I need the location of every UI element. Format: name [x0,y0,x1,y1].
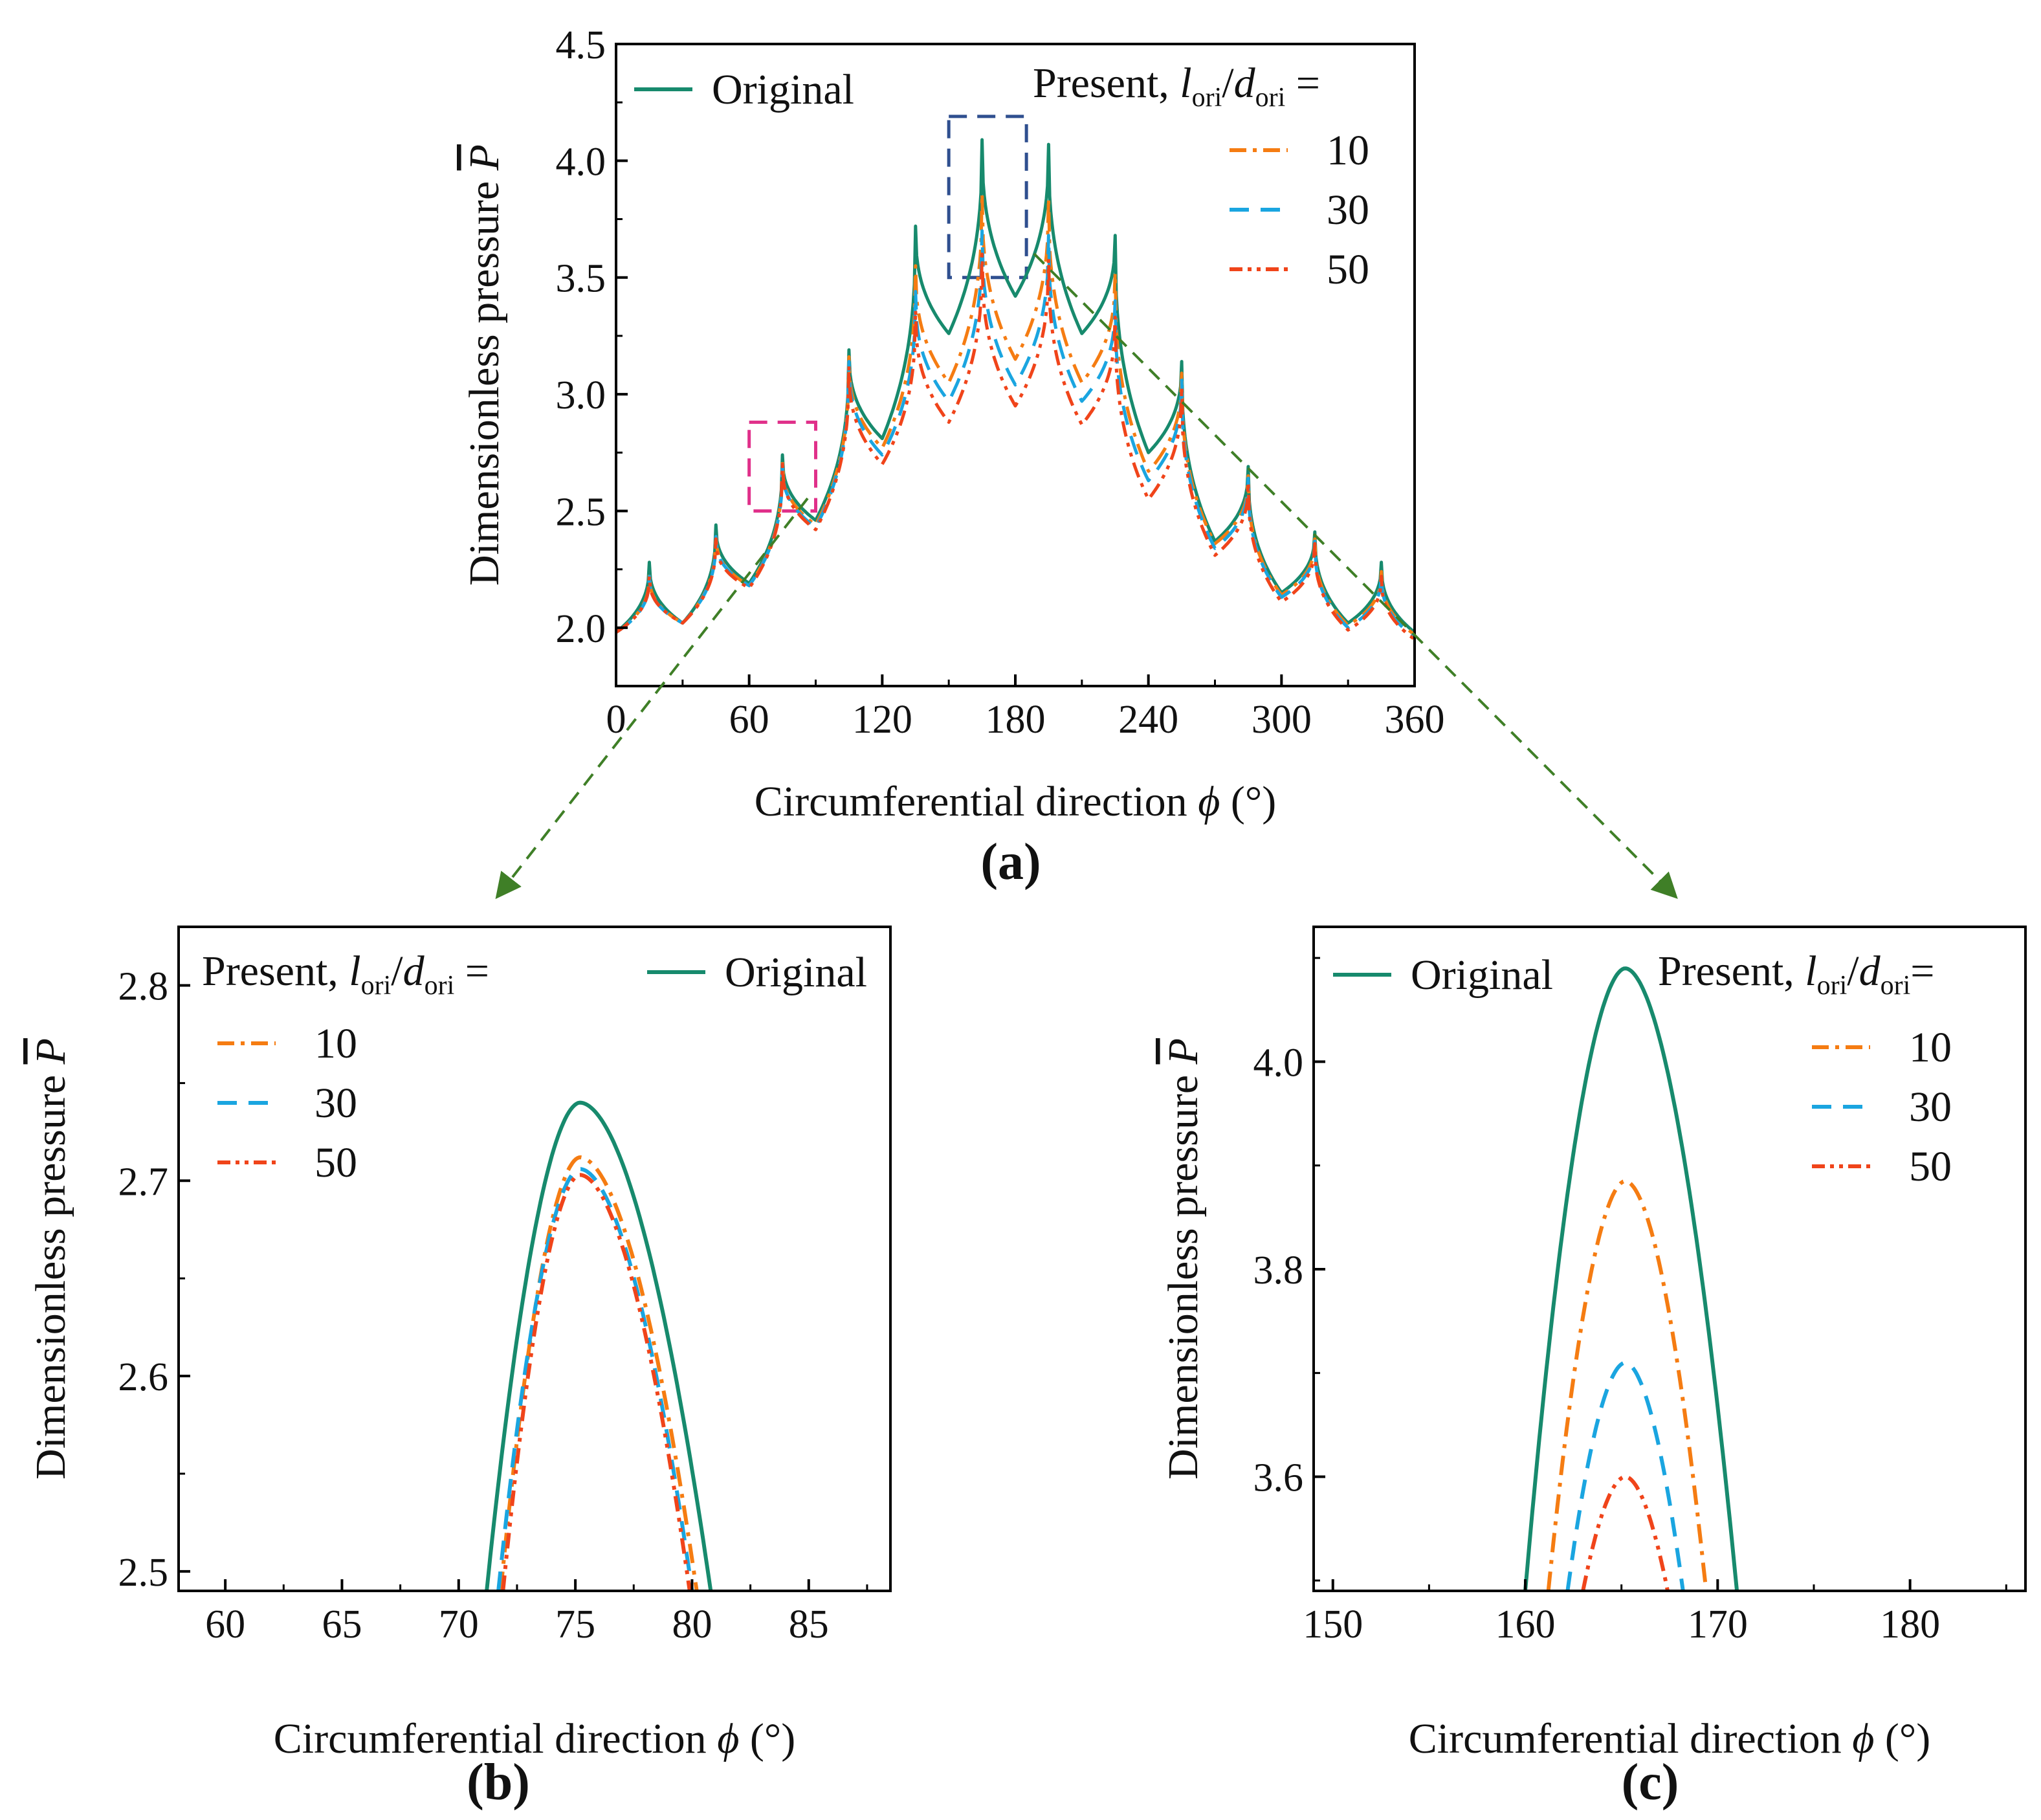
zoom-connector-arrows [495,252,1678,900]
legend-label-l30: 30 [1327,186,1369,234]
legend-label-original: Original [1411,951,1553,999]
x-tick-label: 180 [1880,1603,1940,1647]
y-tick-label: 2.6 [118,1355,169,1399]
zoom-box-0 [747,420,817,513]
plot-frame [177,926,892,1592]
y-tick-label: 3.0 [556,373,606,417]
y-tick-label: 2.5 [556,490,606,534]
x-axis-label: Circumferential direction ϕ (°) [755,778,1276,825]
y-tick-label: 3.5 [556,257,606,301]
x-tick-label: 60 [205,1603,245,1647]
arrow-to-panel-c [1033,252,1678,899]
y-tick-label: 2.8 [118,965,169,1009]
x-tick-label: 65 [322,1603,362,1647]
plot-frame [1312,926,2027,1592]
y-tick-label: 3.6 [1253,1456,1304,1500]
x-axis-label: Circumferential direction ϕ (°) [1409,1715,1930,1762]
legend-label-original: Original [712,66,854,113]
series-line-l10 [1546,1179,1708,1591]
legend: Original Present, lori/dori= 10 30 50 [1333,948,1952,1190]
x-axis-label: Circumferential direction ϕ (°) [274,1715,795,1762]
x-tick-label: 70 [439,1603,479,1647]
legend-label-l10: 10 [314,1020,357,1067]
legend-label-l10: 10 [1327,127,1369,174]
series-line-l30 [496,1167,694,1591]
x-tick-label: 180 [986,698,1046,742]
panel-label-b: (b) [467,1754,530,1811]
y-tick-label: 4.5 [556,23,606,67]
x-tick-label: 0 [606,698,626,742]
chart-panel-b: 60 65 70 75 80 85 2.5 2.6 2.7 2.8 Circumferential … [27,926,892,1762]
series-group [485,1100,713,1591]
series-line-l50 [616,252,1415,641]
y-tick-label: 2.5 [118,1551,169,1595]
panel-label-a: (a) [980,834,1041,891]
series-line-l10 [616,192,1415,636]
series-line-l50 [1581,1474,1670,1591]
legend-label-l30: 30 [314,1080,357,1127]
y-axis-label: Dimensionless pressure P [1160,1038,1207,1480]
legend-label-l30: 30 [1909,1083,1952,1131]
arrow-to-panel-b [495,497,809,900]
y-tick-label: 2.0 [556,607,606,651]
series-group [616,138,1415,641]
y-axis-label: Dimensionless pressure P [27,1038,74,1480]
x-tick-label: 150 [1303,1603,1363,1647]
x-tick-label: 80 [672,1603,712,1647]
y-tick-label: 4.0 [1253,1041,1304,1085]
x-tick-label: 75 [555,1603,595,1647]
legend-label-l50: 50 [1327,246,1369,293]
legend-label-original: Original [725,949,867,996]
legend-title: Present, lori/dori = [202,948,489,1001]
panel-label-c: (c) [1622,1754,1679,1811]
legend: Original Present, lori/dori =10 30 50 [634,60,1369,293]
series-line-original [1523,966,1739,1591]
legend-label-l10: 10 [1909,1024,1952,1071]
series-line-l10 [498,1155,699,1591]
x-tick-label: 300 [1252,698,1312,742]
x-tick-label: 240 [1118,698,1178,742]
y-tick-label: 3.8 [1253,1248,1304,1293]
y-axis-label: Dimensionless pressure P [461,144,508,586]
series-group [1523,966,1739,1591]
y-tick-label: 4.0 [556,140,606,184]
legend-label-l50: 50 [314,1139,357,1186]
series-line-original [485,1100,713,1591]
x-tick-label: 360 [1385,698,1445,742]
x-tick-label: 120 [852,698,912,742]
legend-label-l50: 50 [1909,1143,1952,1190]
legend: Original Present, lori/dori = 10 30 50 [202,948,867,1186]
zoom-box-1 [947,115,1028,280]
chart-panel-a: 0 60 120 180 240 300 360 2.0 2.5 3.0 3.5 4.0 4.5 Circ… [461,23,1445,825]
y-tick-label: 2.7 [118,1160,169,1204]
series-line-l50 [501,1173,692,1591]
x-tick-label: 170 [1688,1603,1748,1647]
chart-panel-c: 150 160 170 180 3.6 3.8 4.0 Circumferential dir… [1160,926,2027,1762]
x-tick-label: 160 [1495,1603,1556,1647]
x-tick-label: 60 [729,698,769,742]
series-line-l30 [616,229,1415,639]
legend-title: Present, lori/dori= [1658,948,1935,1001]
series-line-l30 [1565,1360,1685,1591]
legend-title: Present, lori/dori = [1033,60,1320,113]
x-tick-label: 85 [789,1603,829,1647]
